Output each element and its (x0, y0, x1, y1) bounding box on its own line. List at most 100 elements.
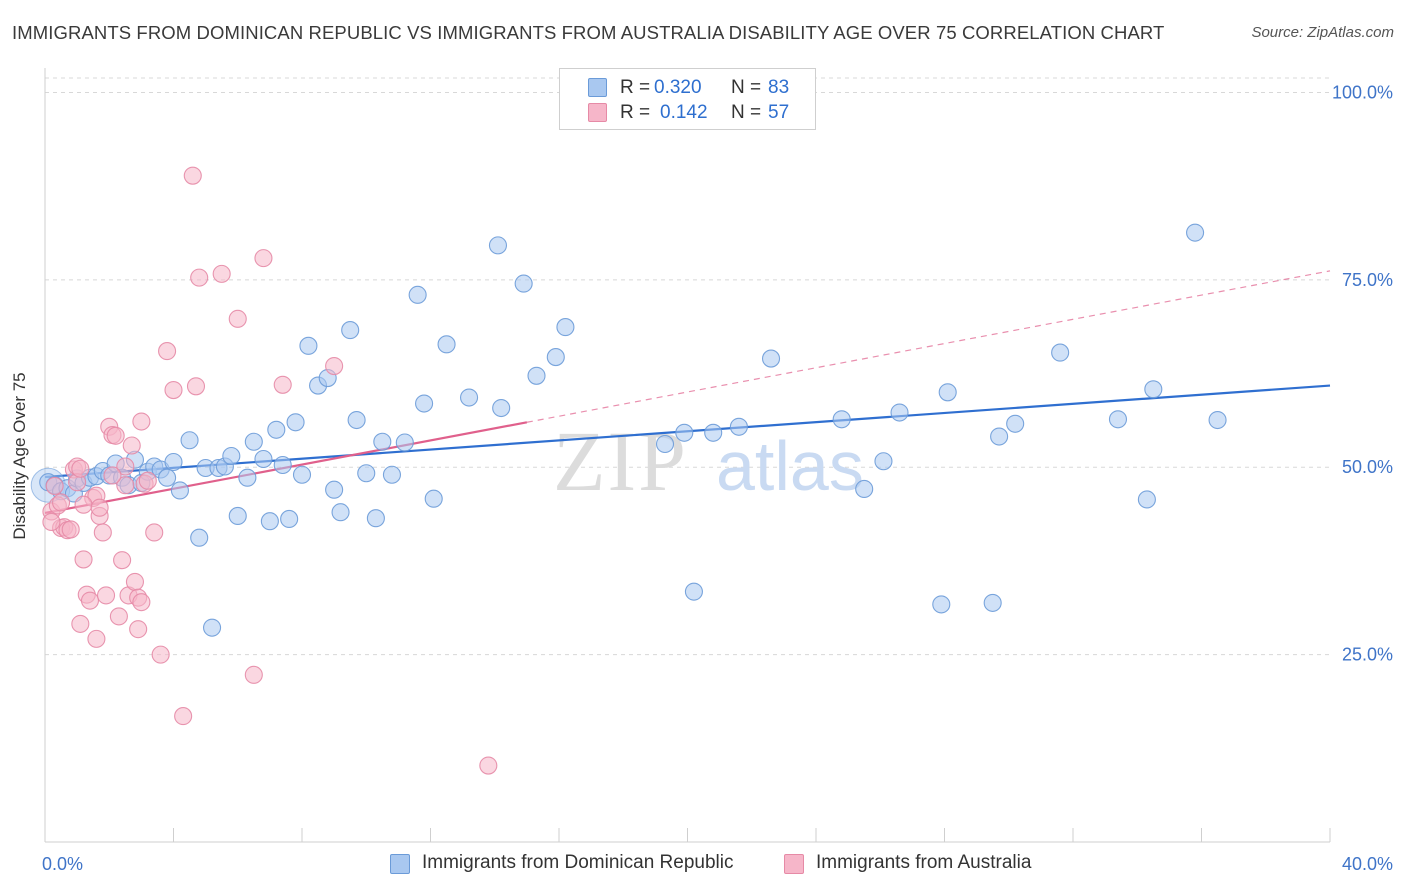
source-credit: Source: ZipAtlas.com (1251, 24, 1394, 41)
data-point-australia (190, 268, 209, 287)
data-point-dominican (244, 432, 263, 451)
data-point-australia (132, 412, 151, 431)
watermark-atlas: atlas (716, 427, 864, 505)
data-point-australia (61, 520, 80, 539)
legend-n-label: N = (731, 102, 762, 123)
data-point-dominican (347, 410, 366, 430)
data-point-dominican (932, 595, 951, 614)
chart-title: IMMIGRANTS FROM DOMINICAN REPUBLIC VS IM… (12, 22, 1165, 43)
data-point-australia (151, 645, 170, 664)
legend-r-label: R = (620, 77, 651, 98)
data-point-dominican (1186, 223, 1205, 242)
data-point-dominican (164, 452, 183, 472)
data-point-dominican (325, 480, 344, 499)
legend-r-value: 0.142 (660, 102, 708, 123)
data-point-dominican (331, 503, 350, 522)
data-point-dominican (938, 383, 957, 402)
data-point-australia (164, 380, 183, 400)
data-point-dominican (729, 417, 748, 436)
data-point-dominican (761, 349, 781, 368)
data-point-dominican (684, 582, 703, 601)
y-tick-label: 100.0% (1332, 82, 1393, 102)
data-point-dominican (424, 489, 443, 508)
data-point-dominican (832, 410, 851, 429)
data-point-australia (113, 551, 132, 570)
data-point-dominican (260, 512, 279, 531)
data-point-dominican (158, 468, 177, 487)
data-point-australia (116, 476, 135, 495)
data-point-dominican (1051, 343, 1070, 362)
legend-swatch-blue (390, 854, 410, 874)
y-axis-label: Disability Age Over 75 (10, 372, 29, 540)
data-point-dominican (190, 528, 209, 547)
data-point-dominican (874, 452, 893, 471)
data-point-dominican (238, 468, 257, 487)
legend-swatch-blue (588, 78, 607, 97)
data-point-dominican (273, 455, 292, 475)
gridlines (45, 77, 1330, 656)
data-point-dominican (228, 506, 247, 526)
data-point-dominican (655, 434, 675, 454)
data-point-australia (183, 166, 202, 185)
data-point-australia (254, 249, 273, 268)
data-point-australia (479, 756, 498, 775)
data-point-australia (122, 436, 141, 455)
data-point-australia (71, 614, 90, 633)
legend-r-label: R = (620, 102, 651, 123)
data-point-dominican (292, 465, 312, 484)
data-point-dominican (222, 446, 241, 466)
data-point-dominican (170, 481, 189, 500)
data-point-australia (138, 471, 157, 490)
legend-n-value: 57 (768, 102, 790, 123)
data-point-dominican (437, 335, 456, 354)
data-point-australia (42, 512, 61, 532)
data-point-australia (273, 375, 292, 394)
data-point-dominican (556, 318, 575, 337)
data-point-dominican (855, 479, 874, 499)
data-point-dominican (1144, 380, 1163, 399)
data-point-australia (74, 495, 93, 514)
watermark-zip: ZIP (553, 413, 688, 509)
data-point-dominican (492, 398, 511, 418)
data-point-dominican (990, 427, 1009, 446)
data-point-dominican (341, 321, 360, 340)
trend-line-australia-extended (526, 270, 1331, 423)
data-point-dominican (890, 403, 909, 422)
legend-r-value: 0.320 (654, 77, 702, 98)
legend-swatch-pink (588, 103, 607, 122)
data-point-dominican (459, 388, 479, 407)
legend-swatch-pink (784, 854, 804, 874)
data-point-dominican (704, 423, 723, 442)
data-point-australia (125, 572, 144, 591)
data-point-australia (80, 591, 100, 610)
data-point-australia (103, 466, 122, 485)
series-legend: Immigrants from Dominican Republic Immig… (0, 852, 1406, 878)
data-point-dominican (408, 285, 427, 304)
data-point-australia (244, 665, 263, 684)
axes (44, 68, 1331, 843)
y-tick-label: 25.0% (1342, 645, 1393, 665)
data-point-dominican (180, 431, 199, 450)
data-point-australia (109, 607, 128, 626)
legend-n-label: N = (731, 77, 762, 98)
data-point-dominican (415, 394, 434, 413)
data-point-australia (96, 586, 116, 605)
data-point-australia (71, 459, 90, 478)
tick-labels: 25.0% 50.0% 75.0% 100.0% 0.0% 40.0% (42, 82, 1393, 874)
data-point-dominican (1108, 410, 1128, 429)
data-point-australia (52, 493, 71, 512)
x-tick-label: 0.0% (42, 854, 83, 874)
data-point-dominican (203, 618, 222, 637)
data-point-australia (116, 457, 135, 476)
data-point-dominican (1006, 414, 1025, 433)
data-point-dominican (1137, 490, 1156, 509)
data-point-dominican (527, 366, 546, 385)
data-point-dominican (514, 274, 533, 293)
data-point-dominican (299, 336, 318, 355)
data-point-dominican (373, 432, 392, 451)
data-point-australia (129, 620, 148, 639)
y-tick-label: 50.0% (1342, 457, 1393, 477)
data-point-australia (325, 357, 344, 376)
data-point-australia (45, 476, 64, 496)
